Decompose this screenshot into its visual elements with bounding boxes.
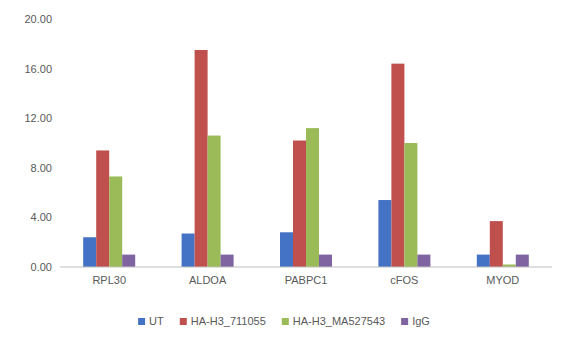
bar bbox=[182, 234, 195, 267]
bar bbox=[96, 150, 109, 267]
bar bbox=[490, 221, 503, 267]
bar bbox=[83, 237, 96, 267]
bar bbox=[477, 255, 490, 267]
y-tick-label: 0.00 bbox=[31, 261, 52, 273]
legend-swatch bbox=[282, 318, 289, 325]
bar bbox=[417, 255, 430, 267]
bar bbox=[293, 141, 306, 267]
bar bbox=[404, 143, 417, 267]
bar bbox=[122, 255, 135, 267]
y-tick-label: 8.00 bbox=[31, 162, 52, 174]
x-axis bbox=[60, 267, 552, 268]
legend-swatch bbox=[138, 318, 145, 325]
chart: 0.00 4.00 8.00 12.00 16.00 20.00 RPL30 ALDOA PAB… bbox=[0, 0, 568, 343]
legend-label: HA-H3_MA527543 bbox=[293, 315, 385, 327]
y-tick-label: 16.00 bbox=[24, 63, 52, 75]
bar bbox=[195, 50, 208, 267]
legend: UT HA-H3_711055 HA-H3_MA527543 IgG bbox=[138, 315, 430, 327]
legend-swatch bbox=[401, 318, 408, 325]
bar bbox=[109, 176, 122, 267]
legend-label: IgG bbox=[412, 315, 430, 327]
bar bbox=[208, 136, 221, 267]
x-tick-label: cFOS bbox=[390, 274, 418, 286]
x-tick-label: ALDOA bbox=[189, 274, 227, 286]
bar bbox=[306, 128, 319, 267]
legend-swatch bbox=[180, 318, 187, 325]
bars bbox=[83, 50, 529, 267]
bar bbox=[516, 255, 529, 267]
bar bbox=[391, 64, 404, 267]
legend-label: UT bbox=[149, 315, 164, 327]
bar bbox=[378, 200, 391, 267]
legend-label: HA-H3_711055 bbox=[191, 315, 266, 327]
bar bbox=[221, 255, 234, 267]
x-tick-label: PABPC1 bbox=[285, 274, 328, 286]
x-tick-label: MYOD bbox=[486, 274, 519, 286]
y-tick-label: 20.00 bbox=[24, 13, 52, 25]
y-tick-label: 12.00 bbox=[24, 112, 52, 124]
bar bbox=[319, 255, 332, 267]
x-tick-label: RPL30 bbox=[92, 274, 126, 286]
bar bbox=[280, 232, 293, 267]
y-tick-label: 4.00 bbox=[31, 211, 52, 223]
